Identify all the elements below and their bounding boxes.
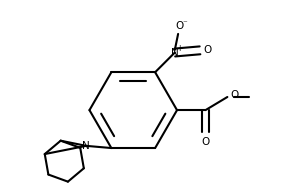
Text: N: N xyxy=(171,48,179,58)
Text: O: O xyxy=(175,21,183,31)
Text: O: O xyxy=(201,138,210,147)
Text: O: O xyxy=(231,90,239,100)
Text: +: + xyxy=(176,44,182,53)
Text: O: O xyxy=(203,45,212,55)
Text: ⁻: ⁻ xyxy=(182,19,187,28)
Text: N: N xyxy=(82,141,90,151)
